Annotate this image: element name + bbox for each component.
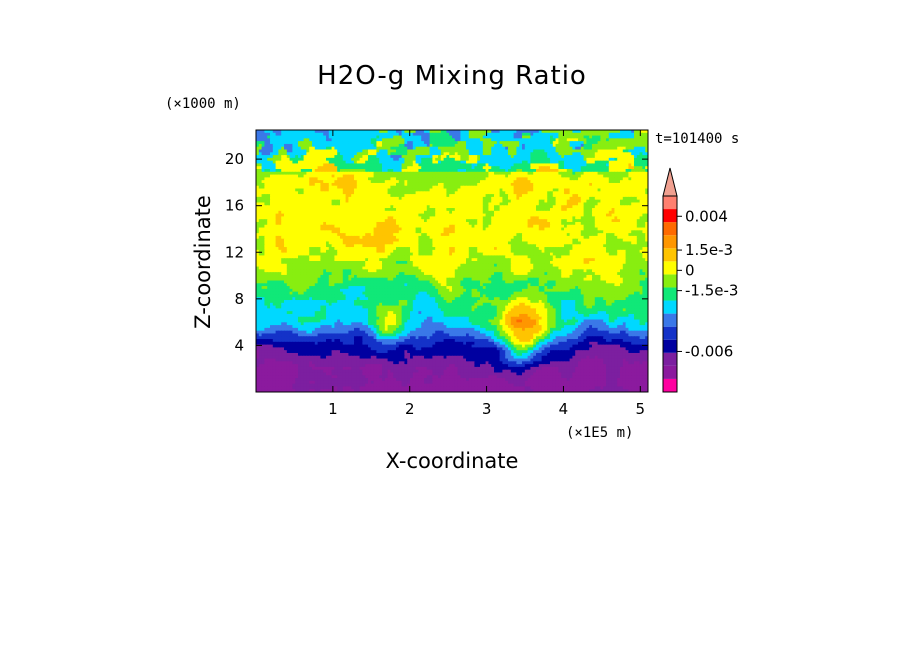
- y-tick-label: 8: [234, 290, 244, 308]
- x-tick-label: 5: [636, 400, 646, 418]
- colorbar-swatch: [663, 196, 677, 210]
- colorbar-tick-label: -1.5e-3: [685, 282, 738, 300]
- x-unit-label: (×1E5 m): [566, 425, 633, 441]
- colorbar-swatch: [663, 222, 677, 236]
- y-tick-label: 16: [225, 197, 244, 215]
- colorbar-swatch: [663, 326, 677, 340]
- x-tick-label: 2: [405, 400, 415, 418]
- y-tick-label: 4: [234, 336, 244, 354]
- x-axis: 1 2 3 4 5: [328, 130, 645, 418]
- colorbar-swatch: [663, 300, 677, 314]
- colorbar-tick-label: 0.004: [685, 207, 728, 225]
- y-unit-label: (×1000 m): [165, 96, 241, 112]
- colorbar-swatch: [663, 339, 677, 353]
- plot-area: [256, 130, 648, 392]
- colorbar-tick-label: 1.5e-3: [685, 241, 733, 259]
- colorbar-swatch: [663, 261, 677, 275]
- time-label: t=101400 s: [655, 131, 739, 147]
- colorbar-swatch: [663, 209, 677, 223]
- y-tick-label: 20: [225, 150, 244, 168]
- colorbar-swatch: [663, 287, 677, 301]
- colorbar-frame: [662, 195, 678, 393]
- colorbar-swatch: [663, 352, 677, 366]
- y-axis-label: Z-coordinate: [191, 195, 215, 329]
- colorbar-swatch: [663, 248, 677, 262]
- colorbar-swatch: [663, 365, 677, 379]
- plot-frame: [255, 129, 649, 393]
- x-tick-label: 3: [482, 400, 492, 418]
- chart-title: H2O-g Mixing Ratio: [317, 61, 587, 91]
- x-axis-label: X-coordinate: [386, 449, 519, 473]
- colorbar: 0.004 1.5e-3 0 -1.5e-3 -0.006: [662, 167, 738, 393]
- colorbar-swatch: [663, 378, 677, 392]
- x-tick-label: 4: [559, 400, 569, 418]
- colorbar-swatch: [663, 235, 677, 249]
- y-axis: 4 8 12 16 20: [225, 150, 648, 354]
- colorbar-swatch: [663, 274, 677, 288]
- colorbar-tick-label: 0: [685, 261, 695, 279]
- colorbar-arrow: [662, 167, 678, 197]
- x-tick-label: 1: [328, 400, 338, 418]
- colorbar-tick-label: -0.006: [685, 342, 733, 360]
- colorbar-swatch: [663, 313, 677, 327]
- y-tick-label: 12: [225, 243, 244, 261]
